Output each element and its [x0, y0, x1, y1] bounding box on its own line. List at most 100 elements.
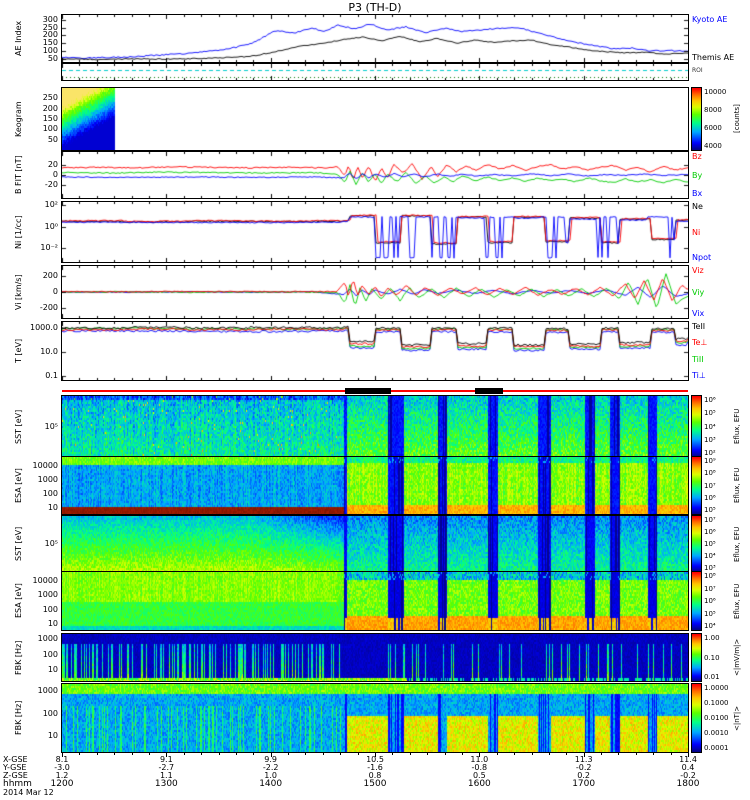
axis-value-Y-GSE-0: -3.0 — [54, 763, 70, 772]
axis-value-X-GSE-4: 11.0 — [470, 755, 489, 764]
time-tickmark-35 — [671, 752, 672, 755]
fbk_b-ytick-2: 10 — [47, 731, 58, 740]
velocity-ytick-2: -200 — [39, 303, 58, 312]
time-tickmark-13 — [288, 752, 289, 755]
time-tickmark-23 — [462, 752, 463, 755]
temperature-legend-1: Te⊥ — [692, 338, 708, 347]
date-label: 2014 Mar 12 — [3, 788, 54, 797]
bfit-plot-area — [62, 152, 688, 198]
fbk_e-colorbar-gradient — [692, 634, 701, 681]
fbk_e-plot-area — [62, 634, 688, 681]
time-tickmark-11 — [253, 752, 254, 755]
time-tickmark-12 — [271, 752, 272, 757]
esa_i-colorbar-gradient — [692, 572, 701, 630]
density-legend-0: Ne — [692, 202, 703, 211]
esa_e-colorbar-tick-3: 10⁶ — [704, 494, 716, 502]
esa_e-colorbar-tick-2: 10⁷ — [704, 482, 716, 490]
axis-value-Z-GSE-2: 1.0 — [264, 771, 278, 780]
time-tickmark-8 — [201, 752, 202, 755]
time-tickmark-3 — [114, 752, 115, 755]
temperature-ytick-0: 1000.0 — [30, 323, 58, 332]
axis-row-label-Z-GSE: Z-GSE — [3, 771, 28, 780]
bfit-ytick-2: -20 — [44, 180, 58, 189]
velocity-legend-1: Viy — [692, 288, 705, 297]
fbk_b-colorbar-tick-0: 1.0000 — [704, 684, 729, 692]
time-tickmark-20 — [410, 752, 411, 755]
sst_e-colorbar-tick-4: 10² — [704, 449, 716, 457]
axis-value-Y-GSE-3: -1.6 — [367, 763, 383, 772]
axis-value-X-GSE-6: 11.4 — [679, 755, 697, 764]
time-tickmark-36 — [688, 752, 689, 757]
time-tickmark-14 — [305, 752, 306, 755]
axis-value-Z-GSE-1: 1.1 — [159, 771, 173, 780]
axis-value-hhmm-0: 1200 — [50, 779, 74, 789]
esa_e-ytick-0: 10000 — [32, 461, 58, 470]
sst_i-colorbar-tick-2: 10⁵ — [704, 540, 716, 548]
esa_e-colorbar-tick-4: 10⁵ — [704, 506, 716, 514]
esa_i-colorbar-tick-3: 10⁵ — [704, 610, 716, 618]
esa_i-colorbar-tick-2: 10⁶ — [704, 597, 716, 605]
fbk_b-colorbar-tick-3: 0.0010 — [704, 729, 729, 737]
esa_e-colorbar-tick-0: 10⁹ — [704, 457, 716, 465]
axis-row-label-X-GSE: X-GSE — [3, 755, 28, 764]
ae-legend-0: Kyoto AE — [692, 15, 728, 24]
axis-value-X-GSE-3: 10.5 — [366, 755, 384, 764]
axis-value-Y-GSE-5: -0.2 — [575, 763, 592, 772]
sst_i-plot-area — [62, 516, 688, 572]
fbk_e-colorbar-tick-2: 0.01 — [704, 673, 720, 681]
time-tickmark-28 — [549, 752, 550, 755]
panel-keogram — [61, 87, 689, 151]
density-legend-2: Npot — [692, 253, 712, 262]
esa_e-ytick-1: 1000 — [37, 475, 58, 484]
temperature-plot-area — [62, 322, 688, 380]
sst_e-colorbar-tick-3: 10³ — [704, 436, 716, 444]
sst_i-colorbar-tick-4: 10³ — [704, 564, 716, 572]
keogram-ytick-1: 200 — [42, 104, 58, 113]
panel-bfit — [61, 151, 689, 199]
temperature-legend-3: Ti⊥ — [692, 371, 706, 380]
temperature-legend-2: TiII — [692, 355, 704, 364]
sst_i-colorbar-tick-3: 10⁴ — [704, 552, 716, 560]
time-tickmark-22 — [445, 752, 446, 755]
sst_e-colorbar-gradient — [692, 396, 701, 457]
time-tickmark-27 — [532, 752, 533, 755]
esa_e-plot-area — [62, 457, 688, 514]
bfit-legend-2: Bx — [692, 189, 703, 198]
axis-value-hhmm-1: 1300 — [154, 779, 178, 789]
time-tickmark-17 — [358, 752, 359, 755]
panel-esa_e — [61, 456, 689, 515]
esa_e-ytick-3: 10 — [47, 503, 58, 512]
time-tickmark-31 — [601, 752, 602, 755]
velocity-plot-area — [62, 266, 688, 318]
panel-temperature — [61, 321, 689, 381]
ae-ytick-0: 300 — [42, 15, 58, 24]
axis-row-label-hhmm: hhmm — [3, 779, 32, 789]
axis-value-Z-GSE-3: 0.8 — [368, 771, 382, 780]
esa_i-colorbar-tick-4: 10⁴ — [704, 622, 716, 630]
flags-right-label: ROI — [692, 67, 703, 74]
bfit-legend-0: Bz — [692, 152, 702, 161]
axis-value-Y-GSE-1: -2.7 — [158, 763, 175, 772]
temperature-ytick-1: 10.0 — [40, 347, 58, 356]
ae-legend-1: Themis AE — [692, 53, 735, 62]
time-tickmark-1 — [79, 752, 80, 755]
time-tickmark-19 — [392, 752, 393, 755]
temperature-legend-0: TeII — [692, 322, 706, 331]
panel-sst_i — [61, 515, 689, 573]
sst_i-colorbar-tick-1: 10⁶ — [704, 528, 716, 536]
fbk_b-colorbar-tick-2: 0.0100 — [704, 714, 729, 722]
fbk_e-ytick-1: 100 — [42, 650, 58, 659]
mode-bar — [62, 388, 688, 394]
fbk_e-colorbar-tick-1: 0.10 — [704, 654, 720, 662]
ae-ytick-5: 50 — [47, 54, 58, 63]
axis-value-Y-GSE-6: 0.4 — [681, 763, 695, 772]
keogram-ytick-2: 150 — [42, 114, 58, 123]
time-tickmark-26 — [514, 752, 515, 755]
panel-fbk_b — [61, 683, 689, 753]
density-plot-area — [62, 202, 688, 262]
velocity-ytick-1: 0 — [52, 287, 58, 296]
esa_i-ytick-0: 10000 — [32, 576, 58, 585]
axis-value-Y-GSE-4: -0.8 — [471, 763, 488, 772]
time-tickmark-5 — [149, 752, 150, 755]
time-tickmark-34 — [653, 752, 654, 755]
